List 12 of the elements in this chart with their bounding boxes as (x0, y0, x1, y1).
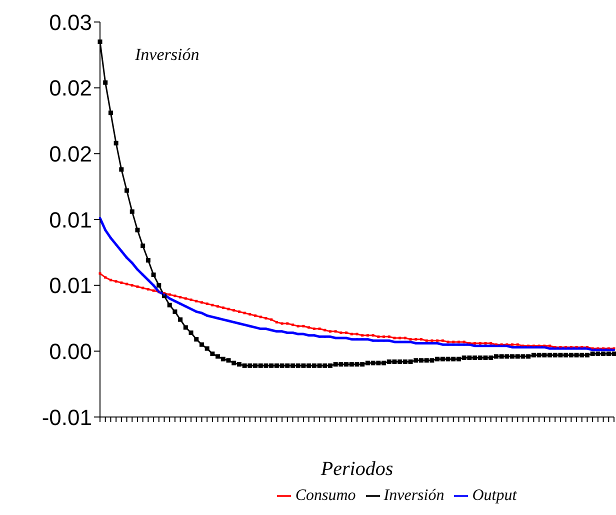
x-axis-title: Periodos (320, 458, 394, 480)
y-tick-label: 0.00 (49, 338, 92, 364)
annotation: Inversión (135, 45, 200, 65)
legend-label: Consumo (295, 487, 356, 504)
y-tick-label: 0.02 (49, 141, 92, 166)
y-tick-label: -0.01 (42, 404, 92, 430)
y-tick-label: 0.03 (49, 10, 92, 35)
y-tick-label: 0.01 (49, 273, 92, 298)
legend-label: Output (472, 487, 517, 504)
legend-label: Inversión (384, 487, 444, 504)
y-tick-label: 0.01 (49, 207, 92, 232)
y-tick-label: 0.02 (49, 76, 92, 101)
